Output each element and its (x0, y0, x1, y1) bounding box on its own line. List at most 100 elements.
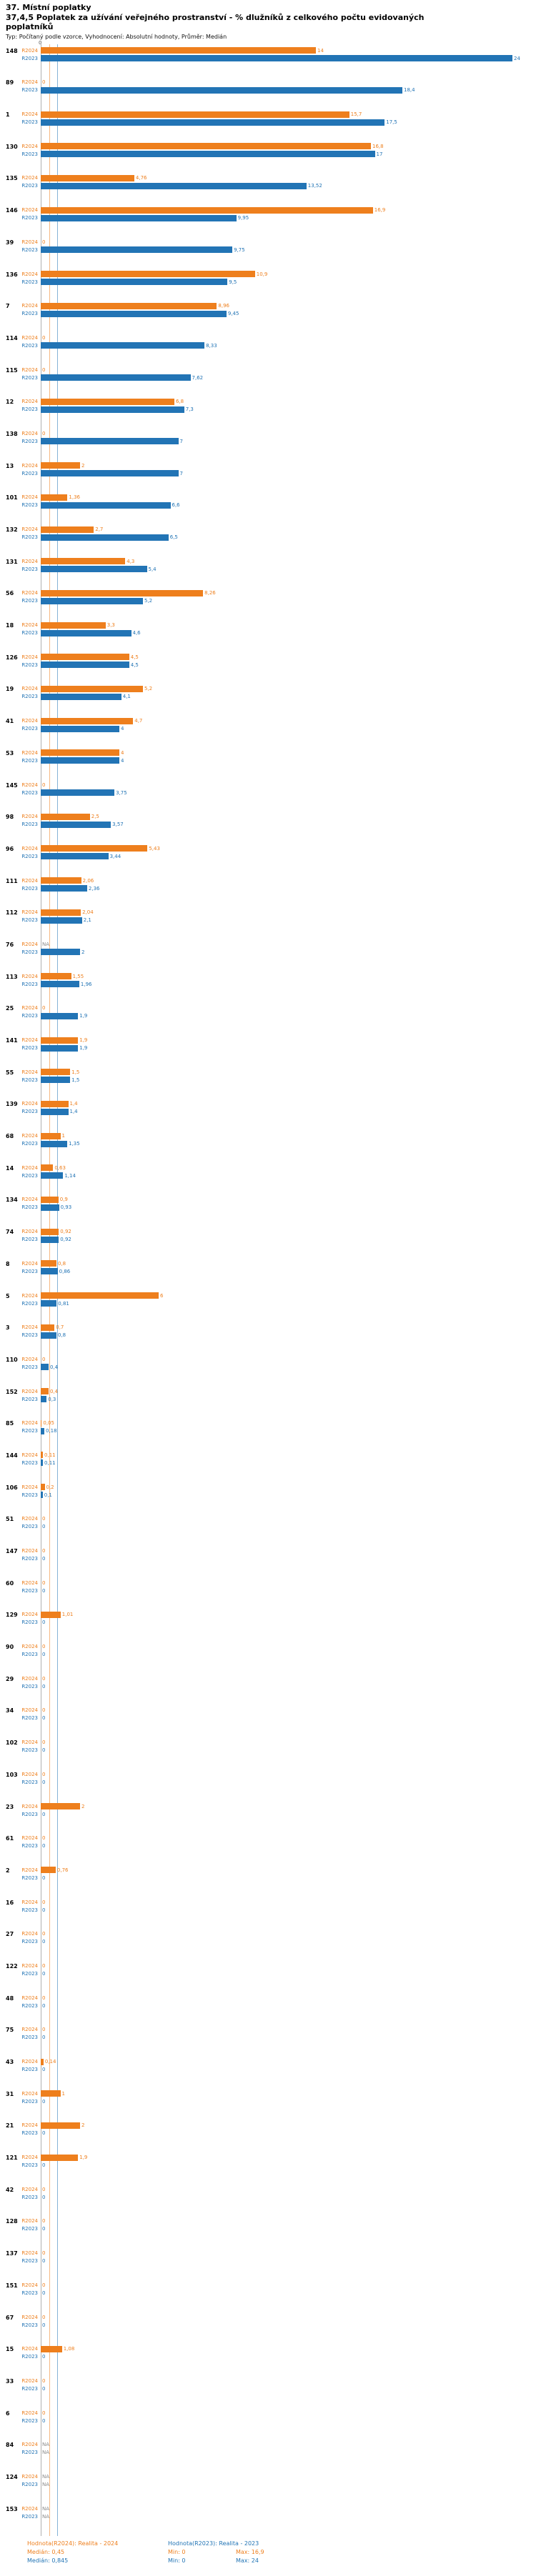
bar-r2023[interactable] (41, 1077, 71, 1084)
bar-r2023[interactable] (41, 1268, 58, 1275)
bar-r2023[interactable] (41, 885, 87, 892)
bar-r2023[interactable] (41, 279, 228, 286)
bar-r2023[interactable] (41, 1012, 79, 1019)
bar-r2024[interactable] (41, 526, 94, 533)
bar-r2024[interactable] (41, 1867, 56, 1874)
bar-r2023[interactable] (41, 629, 131, 636)
bar-r2024[interactable] (41, 845, 148, 852)
bar-r2023[interactable] (41, 374, 191, 381)
bar-r2024[interactable] (41, 813, 90, 820)
bar-r2023[interactable] (41, 853, 109, 860)
bar-r2024[interactable] (41, 621, 106, 629)
bar-r2024[interactable] (41, 717, 134, 724)
bar-r2023[interactable] (41, 821, 111, 828)
bar-r2023[interactable] (41, 470, 179, 477)
bar-r2024[interactable] (41, 654, 129, 661)
bar-r2023[interactable] (41, 151, 375, 158)
bar-r2023[interactable] (41, 981, 79, 988)
bar-r2024[interactable] (41, 1260, 56, 1267)
bar-r2023[interactable] (41, 1427, 44, 1434)
bar-r2023[interactable] (41, 662, 129, 669)
bar-r2023[interactable] (41, 310, 227, 317)
bar-r2024[interactable] (41, 558, 126, 565)
bar-r2024[interactable] (41, 1452, 44, 1459)
bar-r2023[interactable] (41, 949, 80, 956)
bar-r2024[interactable] (41, 1324, 55, 1331)
bar-r2023[interactable] (41, 342, 205, 349)
bar-r2023[interactable] (41, 1300, 57, 1307)
bar-r2024[interactable] (41, 462, 80, 469)
bar-r2024[interactable] (41, 174, 134, 181)
bar-r2024[interactable] (41, 909, 81, 916)
bar-r2023[interactable] (41, 119, 385, 126)
bar-r2024[interactable] (41, 877, 81, 884)
bar-r2023[interactable] (41, 406, 184, 413)
bar-r2024[interactable] (41, 302, 217, 309)
bar-r2023[interactable] (41, 55, 512, 62)
bar-r2023[interactable] (41, 1396, 47, 1403)
bar-line-r2023: R2023 0,92 (0, 1236, 536, 1243)
bar-r2024[interactable] (41, 271, 255, 278)
bar-r2024[interactable] (41, 206, 373, 214)
row-group-144: 144 R2024 0,11 R2023 0,11 (0, 1451, 536, 1483)
bar-r2023[interactable] (41, 1332, 56, 1339)
bar-r2024[interactable] (41, 1292, 159, 1299)
bar-r2024[interactable] (41, 1388, 49, 1395)
bar-r2024[interactable] (41, 494, 68, 501)
bar-r2024[interactable] (41, 1803, 80, 1810)
row-group-15: 15 R2024 1,08 R2023 0 (0, 2345, 536, 2377)
bar-r2023[interactable] (41, 182, 307, 189)
bar-r2024[interactable] (41, 2090, 61, 2097)
bar-r2024[interactable] (41, 47, 316, 54)
bar-r2024[interactable] (41, 398, 174, 405)
bar-r2023[interactable] (41, 246, 233, 254)
bar-r2023[interactable] (41, 214, 237, 221)
bar-r2023[interactable] (41, 501, 171, 509)
bar-r2023[interactable] (41, 1204, 59, 1211)
bar-r2024[interactable] (41, 973, 71, 980)
bar-r2023[interactable] (41, 1172, 64, 1179)
bar-r2023[interactable] (41, 438, 179, 445)
row-id: 89 (6, 79, 14, 86)
bar-r2023[interactable] (41, 917, 82, 924)
bar-line-r2024: R2024 3,3 (0, 621, 536, 629)
bar-r2024[interactable] (41, 2122, 80, 2129)
bar-r2023[interactable] (41, 597, 143, 604)
bar-r2023[interactable] (41, 1044, 79, 1052)
bar-r2024[interactable] (41, 589, 204, 596)
bar-r2024[interactable] (41, 749, 119, 757)
bar-r2024[interactable] (41, 2154, 79, 2161)
bar-r2024[interactable] (41, 1037, 79, 1044)
bar-r2023[interactable] (41, 534, 169, 541)
bar-r2024[interactable] (41, 111, 349, 118)
bar-r2023[interactable] (41, 1236, 59, 1243)
bar-r2023[interactable] (41, 693, 121, 700)
bar-r2024[interactable] (41, 685, 143, 692)
bar-r2024[interactable] (41, 1100, 69, 1107)
bar-r2023[interactable] (41, 566, 147, 573)
series-label-r2023: R2023 (21, 1268, 38, 1274)
bar-r2024[interactable] (41, 1611, 61, 1618)
bar-r2024[interactable] (41, 1164, 54, 1172)
bar-value-r2024: 0 (42, 2250, 46, 2257)
bar-r2024[interactable] (41, 143, 371, 150)
bar-r2024[interactable] (41, 1069, 71, 1076)
bar-r2023[interactable] (41, 1364, 49, 1371)
bar-r2023[interactable] (41, 86, 402, 94)
bar-r2024[interactable] (41, 1132, 61, 1139)
bar-r2024[interactable] (41, 2345, 62, 2352)
bar-r2024[interactable] (41, 1196, 59, 1203)
bar-r2023[interactable] (41, 1140, 68, 1147)
bar-r2023[interactable] (41, 1492, 43, 1499)
bar-r2023[interactable] (41, 757, 119, 764)
bar-line-r2024: R2024 0,92 (0, 1228, 536, 1235)
bar-r2024[interactable] (41, 1484, 45, 1491)
bar-r2023[interactable] (41, 725, 119, 732)
bar-r2024[interactable] (41, 2058, 44, 2065)
series-label-r2024: R2024 (21, 2410, 38, 2416)
bar-r2024[interactable] (41, 1228, 59, 1235)
bar-r2023[interactable] (41, 789, 115, 797)
bar-r2023[interactable] (41, 1108, 69, 1115)
bar-r2023[interactable] (41, 1459, 44, 1467)
row-group-27: 27 R2024 0 R2023 0 (0, 1929, 536, 1962)
